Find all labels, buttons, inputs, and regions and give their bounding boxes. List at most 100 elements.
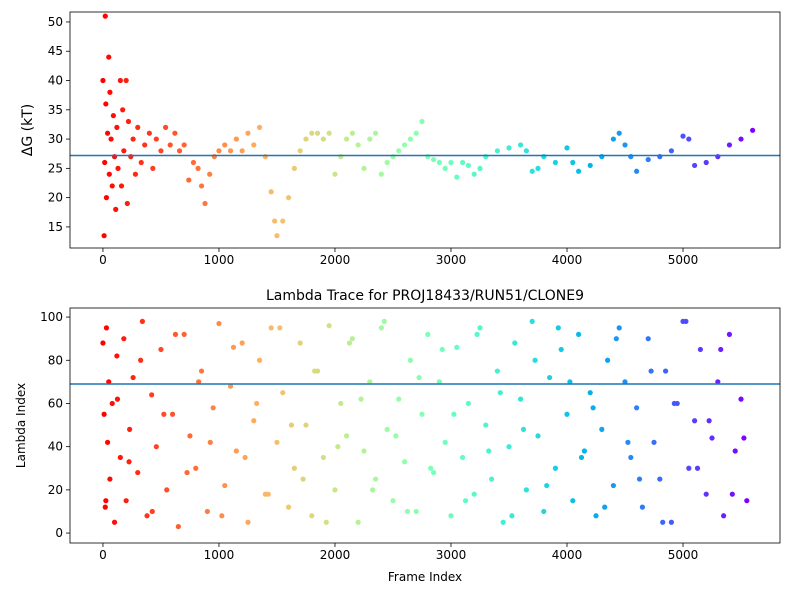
point — [741, 435, 747, 441]
point — [587, 390, 593, 396]
point — [285, 195, 292, 201]
y-tick-label: 20 — [48, 191, 63, 205]
point — [309, 513, 315, 519]
point — [280, 390, 286, 396]
point — [517, 142, 524, 148]
point — [517, 396, 524, 402]
y-tick-label: 30 — [48, 132, 63, 146]
point — [590, 405, 596, 411]
point — [430, 156, 437, 163]
point — [651, 439, 657, 445]
y-tick-label: 50 — [48, 15, 63, 29]
point — [378, 171, 384, 177]
point — [648, 368, 654, 374]
point — [370, 487, 376, 493]
y-tick-label: 60 — [48, 396, 63, 410]
point — [164, 487, 170, 493]
point — [358, 396, 364, 402]
point — [149, 508, 155, 515]
point — [706, 418, 712, 424]
point — [497, 390, 503, 396]
x-tick-label: 1000 — [204, 253, 235, 267]
point — [256, 357, 263, 363]
point — [300, 476, 306, 482]
x-tick-label: 3000 — [436, 548, 467, 562]
point — [268, 325, 274, 331]
point — [198, 368, 205, 374]
point — [439, 346, 445, 353]
point — [639, 504, 646, 510]
point — [477, 165, 483, 171]
point — [114, 124, 120, 130]
point — [616, 325, 622, 331]
point — [692, 418, 698, 424]
point — [599, 426, 605, 432]
point — [570, 159, 576, 166]
point — [135, 469, 141, 476]
point — [367, 379, 373, 385]
point — [268, 189, 274, 195]
point — [645, 156, 651, 163]
x-tick-label: 0 — [99, 548, 107, 562]
point — [459, 454, 466, 461]
point — [110, 113, 116, 119]
point — [120, 107, 126, 113]
point — [107, 476, 113, 482]
point — [181, 331, 187, 337]
point — [680, 133, 686, 139]
point — [744, 498, 750, 504]
point — [448, 513, 454, 519]
y-tick-label: 45 — [48, 44, 63, 58]
point — [123, 77, 129, 84]
point — [272, 218, 278, 224]
point — [102, 504, 108, 510]
point — [372, 476, 379, 482]
point — [494, 368, 500, 374]
point — [428, 465, 434, 471]
point — [127, 426, 133, 432]
point — [628, 454, 634, 461]
point — [483, 422, 489, 428]
point — [520, 426, 527, 432]
point — [161, 411, 167, 417]
point — [103, 498, 109, 504]
point — [190, 159, 197, 166]
point — [509, 513, 515, 519]
point — [149, 392, 155, 398]
axes-frame — [69, 307, 781, 544]
point — [703, 159, 709, 166]
point — [109, 400, 115, 407]
point — [401, 142, 408, 148]
point — [671, 400, 677, 407]
point — [692, 162, 698, 169]
point — [448, 159, 454, 166]
y-tick-label: 40 — [48, 440, 63, 454]
point — [239, 340, 245, 346]
point — [121, 336, 127, 342]
point — [222, 482, 228, 489]
point — [425, 331, 431, 337]
point — [285, 504, 292, 510]
point — [686, 465, 692, 471]
point — [663, 368, 669, 374]
point — [193, 465, 199, 471]
point — [355, 519, 361, 525]
point — [176, 148, 183, 154]
point — [486, 448, 492, 454]
y-tick-label: 0 — [55, 526, 63, 540]
point — [436, 159, 442, 166]
point — [233, 448, 239, 454]
point — [207, 171, 213, 177]
point — [668, 519, 675, 525]
point — [277, 325, 283, 331]
x-tick-label: 3000 — [436, 253, 467, 267]
point — [222, 142, 228, 148]
point — [451, 411, 457, 417]
point — [280, 218, 286, 224]
point — [297, 148, 303, 154]
plot-area — [70, 13, 780, 239]
point — [564, 411, 570, 417]
point — [506, 145, 512, 151]
point — [274, 233, 280, 239]
point — [535, 433, 541, 439]
